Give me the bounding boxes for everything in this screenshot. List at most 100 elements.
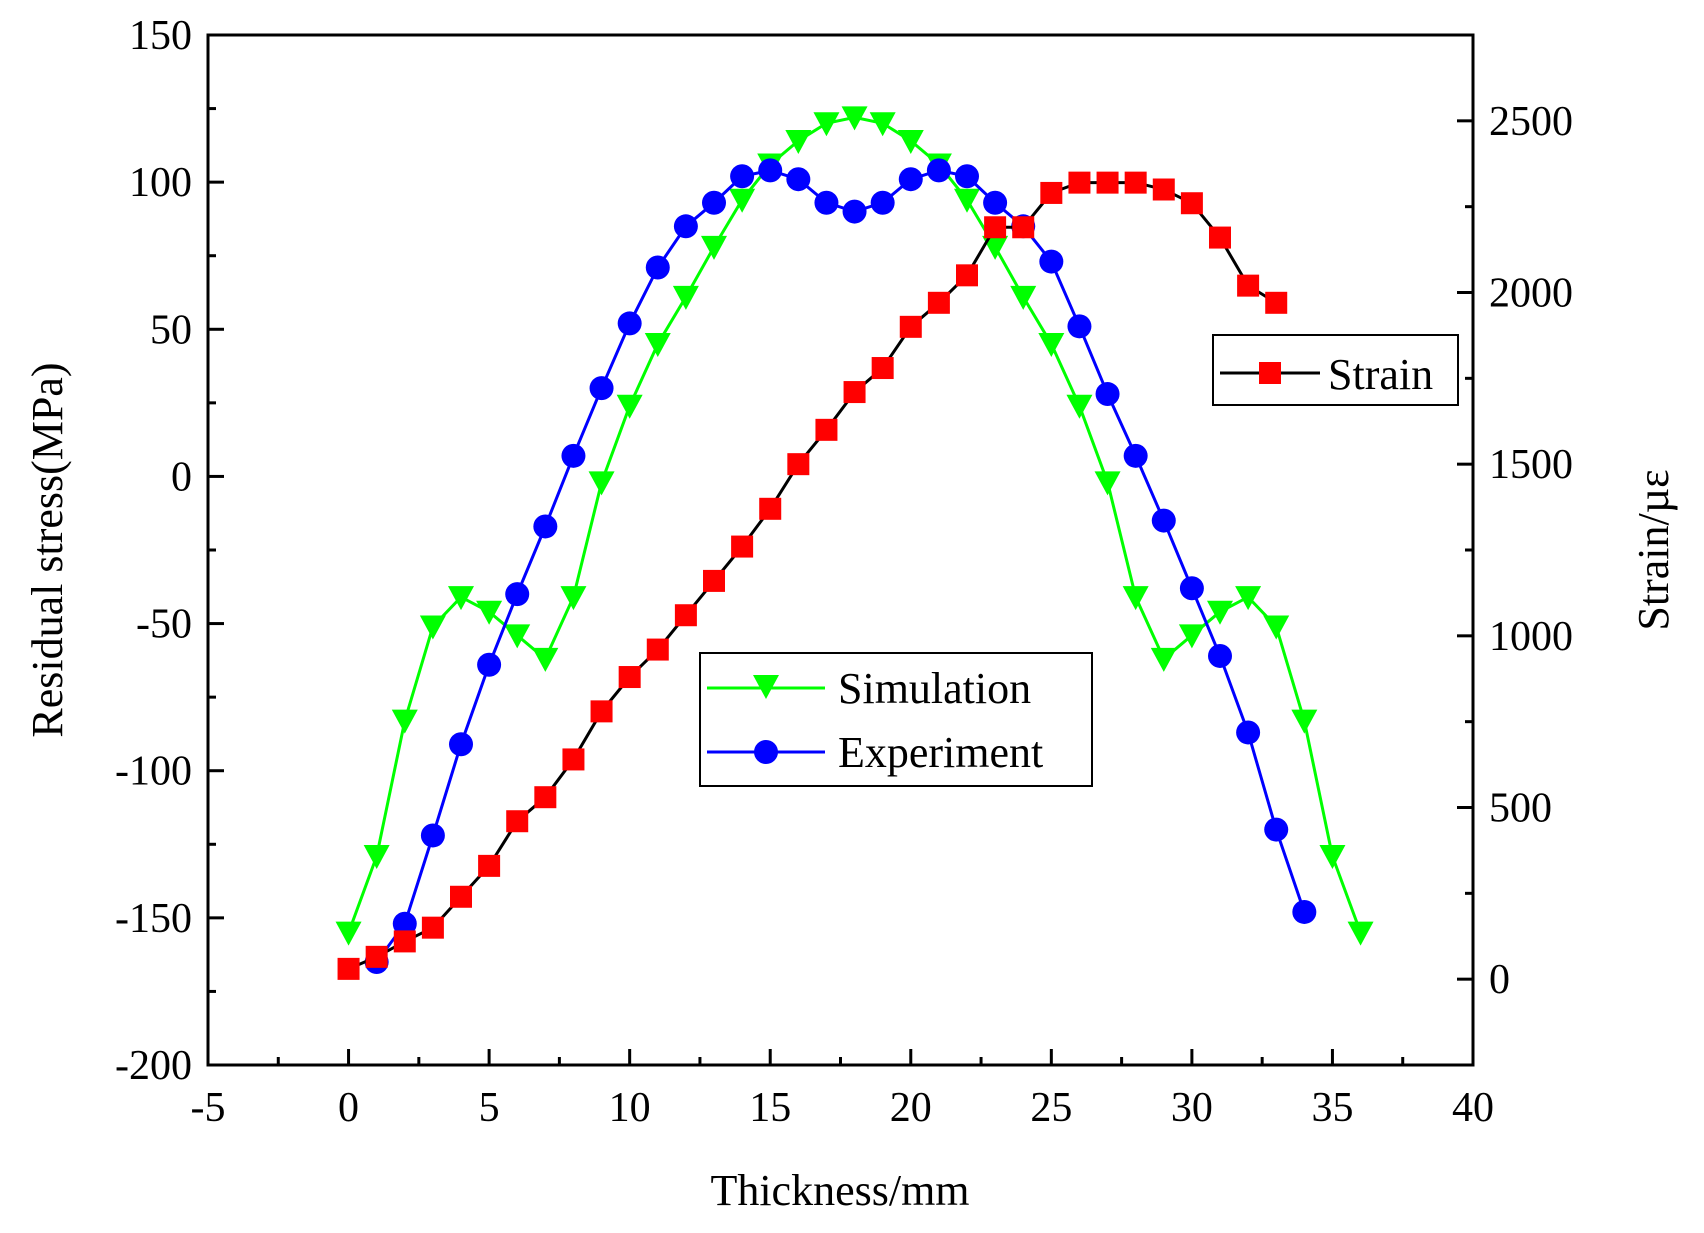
experiment-point	[786, 167, 811, 192]
y-tick-label: 0	[171, 454, 192, 500]
legend-strain-label: Strain	[1328, 350, 1433, 399]
experiment-point	[1264, 817, 1289, 842]
simulation-point	[1066, 394, 1093, 419]
experiment-line	[375, 168, 1306, 963]
experiment-point	[1292, 899, 1317, 924]
legend-experiment-label: Experiment	[838, 728, 1043, 777]
y2-tick-label: 0	[1489, 957, 1510, 1003]
simulation-point	[588, 471, 615, 496]
experiment-point	[561, 443, 586, 468]
y-tick-label: -100	[115, 749, 192, 795]
experiment-point	[730, 164, 755, 189]
strain-point	[815, 418, 838, 441]
x-tick-label: 0	[338, 1085, 359, 1131]
experiment-point	[1123, 443, 1148, 468]
strain-line	[348, 181, 1277, 971]
strain-point	[1124, 171, 1147, 194]
experiment-point	[870, 190, 895, 215]
strain-point	[450, 885, 472, 908]
experiment-point	[758, 158, 783, 183]
legend-simulation-label: Simulation	[838, 664, 1031, 713]
simulation-point	[644, 333, 671, 357]
experiment-point	[983, 190, 1008, 215]
series-layer	[335, 106, 1374, 980]
y-tick-label: 150	[129, 13, 192, 59]
legend-main: Simulation Experiment	[699, 652, 1093, 787]
y-tick-label: -150	[115, 896, 192, 942]
y-tick-label: 50	[150, 307, 192, 353]
simulation-point	[391, 709, 418, 734]
experiment-point	[1095, 382, 1120, 407]
simulation-point	[1150, 647, 1177, 672]
experiment-point	[533, 514, 558, 539]
strain-point	[590, 700, 613, 723]
legend-strain-box	[1212, 334, 1459, 406]
simulation-point	[1347, 921, 1374, 946]
experiment-point	[1179, 576, 1204, 601]
strain-point	[1012, 216, 1035, 239]
simulation-point	[1235, 586, 1262, 611]
strain-point	[365, 945, 388, 968]
simulation-point	[1319, 845, 1346, 870]
simulation-point	[982, 235, 1009, 260]
strain-point	[759, 497, 782, 520]
strain-point	[646, 638, 669, 661]
strain-point	[1237, 274, 1260, 297]
strain-point	[674, 604, 697, 627]
simulation-point	[897, 129, 924, 154]
experiment-point	[673, 214, 698, 239]
simulation-point	[616, 394, 643, 419]
experiment-point	[926, 158, 951, 183]
experiment-point	[617, 311, 642, 336]
simulation-point	[419, 615, 446, 640]
experiment-point	[842, 199, 867, 224]
simulation-point	[1094, 471, 1121, 496]
experiment-point	[645, 255, 670, 280]
experiment-point	[505, 582, 530, 607]
x-tick-label: 15	[749, 1085, 791, 1131]
strain-point	[1096, 171, 1119, 194]
strain-point	[984, 216, 1007, 239]
simulation-point	[785, 129, 812, 154]
strain-point	[1265, 291, 1288, 314]
simulation-point	[1207, 600, 1233, 625]
experiment-point	[392, 911, 417, 936]
x-tick-label: 25	[1030, 1085, 1072, 1131]
experiment-point	[1208, 643, 1232, 668]
experiment-point	[449, 732, 473, 757]
y-tick-label: -50	[136, 602, 192, 648]
y2-tick-label: 2000	[1489, 271, 1573, 317]
simulation-point	[954, 188, 980, 213]
legend-strain: Strain	[1212, 334, 1459, 406]
simulation-point	[701, 235, 727, 260]
simulation-point	[1263, 615, 1290, 640]
strain-point	[956, 264, 978, 287]
experiment-point	[814, 190, 839, 215]
experiment-point	[477, 652, 502, 677]
y-tick-label: 100	[129, 160, 192, 206]
x-tick-label: 10	[609, 1085, 651, 1131]
y2-tick-label: 1500	[1489, 442, 1573, 488]
strain-point	[703, 569, 725, 592]
simulation-point	[729, 188, 756, 213]
x-tick-label: -5	[191, 1085, 226, 1131]
simulation-point	[672, 285, 699, 310]
strain-point	[899, 315, 922, 338]
x-tick-label: 35	[1311, 1085, 1353, 1131]
x-tick-label: 30	[1171, 1085, 1213, 1131]
legend-simulation-marker	[753, 675, 779, 699]
strain-point	[421, 916, 444, 939]
simulation-point	[813, 112, 840, 137]
x-tick-label: 20	[890, 1085, 932, 1131]
simulation-point	[1291, 709, 1318, 734]
simulation-point	[841, 106, 868, 131]
strain-point	[534, 786, 557, 809]
y2-axis-title: Strain/µε	[1629, 469, 1678, 630]
experiment-point	[1067, 314, 1092, 339]
simulation-point	[476, 600, 503, 625]
experiment-point	[1039, 249, 1064, 274]
simulation-point	[560, 586, 587, 611]
strain-point	[927, 291, 950, 314]
